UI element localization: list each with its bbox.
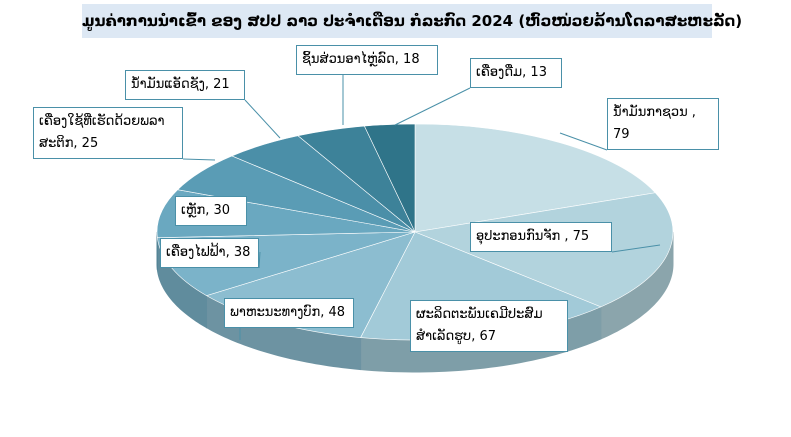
label-text: , 48 xyxy=(320,305,346,320)
label-text: , 75 xyxy=(560,229,590,244)
data-label: ນ້ຳມັນແອັດຊັງ, 21 xyxy=(125,70,245,100)
pie-slice xyxy=(414,123,656,233)
label-text: , 18 xyxy=(394,52,420,67)
label-text: , 30 xyxy=(205,203,231,218)
pie-slice xyxy=(363,123,416,233)
leader-line xyxy=(559,132,608,151)
chart-title: ມູນຄ່າການນຳເຂົ້າ ຂອງ ສປປ ລາວ ປະຈຳເດືອນ ກ… xyxy=(82,4,742,38)
label-text: ເຫຼັກ xyxy=(181,203,206,218)
leader-line xyxy=(611,244,661,253)
label-text: ເຄື່ອງໃຊ້ທີ່ເຮັດດ້ວຍພລາສະຕິກ xyxy=(39,114,165,151)
data-label: ຊິ້ນສ່ວນອາໄຫຼ່ລົດ, 18 xyxy=(296,45,438,75)
label-text: ນ້ຳມັນແອັດຊັງ xyxy=(131,77,205,92)
label-text: , 79 xyxy=(613,105,696,142)
leader-line xyxy=(258,251,261,269)
data-label: ນ້ຳມັນກາຊວນ , 79 xyxy=(607,98,719,150)
label-text: ຜະລິດຕະພັນເຄມີປະສົມສຳເລັດຮູບ xyxy=(416,307,543,344)
data-label: ເຄື່ອງໃຊ້ທີ່ເຮັດດ້ວຍພລາສະຕິກ, 25 xyxy=(33,107,183,159)
leader-line xyxy=(182,158,216,161)
data-label: ເຫຼັກ, 30 xyxy=(175,196,247,226)
data-label: ເຄື່ອງດື່ມ, 13 xyxy=(470,58,562,88)
label-text: ເຄື່ອງດື່ມ xyxy=(476,65,523,80)
label-text: ນ້ຳມັນກາຊວນ xyxy=(613,105,688,120)
data-label: ເຄື່ອງໄຟຟ້າ, 38 xyxy=(160,238,259,268)
label-text: , 67 xyxy=(471,329,496,344)
leader-line xyxy=(394,87,471,126)
data-label: ຜະລິດຕະພັນເຄມີປະສົມສຳເລັດຮູບ, 67 xyxy=(410,300,568,352)
label-text: ອຸປະກອນກົນຈັກ xyxy=(476,229,561,244)
label-text: , 13 xyxy=(522,65,547,80)
label-text: ຊິ້ນສ່ວນອາໄຫຼ່ລົດ xyxy=(302,52,395,67)
label-text: ພາຫະນະທາງບົກ xyxy=(230,305,321,320)
label-text: , 25 xyxy=(73,136,99,151)
leader-line xyxy=(244,99,281,139)
label-text: ເຄື່ອງໄຟຟ້າ xyxy=(166,245,226,260)
data-label: ພາຫະນະທາງບົກ, 48 xyxy=(224,298,354,328)
label-text: , 38 xyxy=(225,245,251,260)
data-label: ອຸປະກອນກົນຈັກ , 75 xyxy=(470,222,612,252)
label-text: , 21 xyxy=(204,77,230,92)
